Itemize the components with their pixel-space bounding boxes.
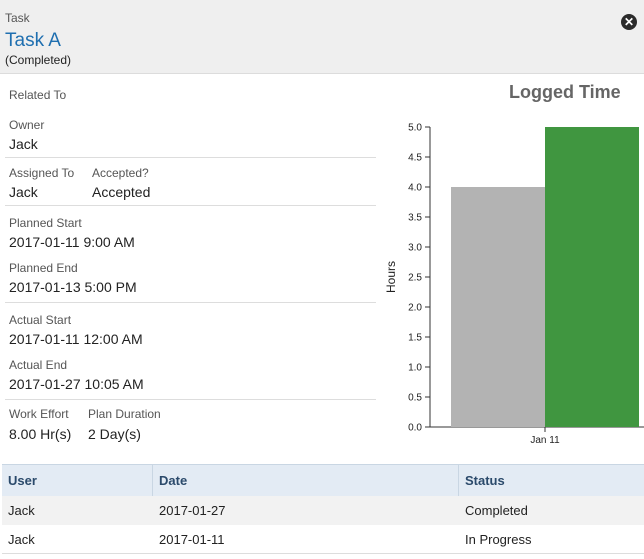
owner-label: Owner — [9, 118, 45, 132]
actual-start-label: Actual Start — [9, 313, 72, 327]
planned-start-value: 2017-01-11 9:00 AM — [9, 234, 135, 250]
cell-status: In Progress — [465, 532, 532, 547]
time-log-table: User Date Status Jack 2017-01-27 Complet… — [2, 464, 644, 559]
task-status: (Completed) — [5, 53, 72, 67]
y-tick-label: 0.0 — [408, 423, 422, 434]
divider — [5, 157, 376, 158]
chart-title: Logged Time — [509, 82, 621, 102]
y-tick-label: 2.0 — [408, 303, 422, 314]
y-tick-label: 1.0 — [408, 363, 422, 374]
record-type-label: Task — [5, 11, 30, 25]
y-tick-label: 2.5 — [408, 273, 422, 284]
y-axis-title: Hours — [384, 261, 398, 293]
planned-end-value: 2017-01-13 5:00 PM — [9, 279, 137, 295]
column-header-date[interactable]: Date — [153, 465, 459, 497]
work-effort-label: Work Effort — [9, 407, 69, 421]
divider — [5, 302, 376, 303]
accepted-value: Accepted — [92, 184, 151, 200]
actual-end-value: 2017-01-27 10:05 AM — [9, 376, 144, 392]
actual-end-label: Actual End — [9, 358, 68, 372]
plan-duration-label: Plan Duration — [88, 407, 161, 421]
y-tick-label: 4.0 — [408, 183, 422, 194]
x-tick-label: Jan 11 — [530, 435, 560, 446]
planned-end-label: Planned End — [9, 261, 78, 275]
assigned-to-label: Assigned To — [9, 166, 75, 180]
accepted-label: Accepted? — [92, 166, 149, 180]
close-icon[interactable]: ✕ — [621, 14, 637, 30]
table-row[interactable]: Jack 2017-01-11 In Progress — [2, 525, 644, 554]
bar — [545, 127, 639, 427]
task-title[interactable]: Task A — [5, 30, 61, 51]
y-tick-label: 3.5 — [408, 213, 422, 224]
y-tick-label: 3.0 — [408, 243, 422, 254]
y-tick-label: 5.0 — [408, 123, 422, 134]
divider — [5, 399, 376, 400]
plan-duration-value: 2 Day(s) — [88, 426, 141, 442]
related-to-label: Related To — [9, 88, 67, 102]
divider — [5, 205, 376, 206]
y-tick-label: 4.5 — [408, 153, 422, 164]
cell-date: 2017-01-11 — [159, 532, 225, 547]
task-header: Task Task A (Completed) ✕ — [0, 0, 644, 74]
planned-start-label: Planned Start — [9, 216, 82, 230]
work-effort-value: 8.00 Hr(s) — [9, 426, 72, 442]
actual-start-value: 2017-01-11 12:00 AM — [9, 331, 143, 347]
owner-value: Jack — [9, 136, 38, 152]
cell-user: Jack — [8, 503, 35, 518]
logged-time-chart: 0.0 0.5 1.0 1.5 2.0 2.5 3.0 3.5 4.0 4.5 5.0 Hours Ja… — [384, 123, 644, 446]
table-header: User Date Status — [2, 464, 644, 497]
table-row[interactable]: Jack 2017-01-27 Completed — [2, 496, 644, 525]
cell-user: Jack — [8, 532, 35, 547]
column-header-user[interactable]: User — [2, 465, 153, 497]
cell-date: 2017-01-27 — [159, 503, 226, 518]
y-tick-label: 0.5 — [408, 393, 422, 404]
cell-status: Completed — [465, 503, 528, 518]
y-tick-label: 1.5 — [408, 333, 422, 344]
bar — [451, 187, 545, 427]
assigned-to-value: Jack — [9, 184, 38, 200]
column-header-status[interactable]: Status — [465, 473, 505, 488]
